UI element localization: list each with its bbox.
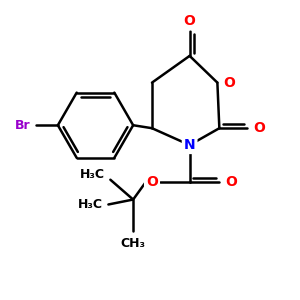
Text: H₃C: H₃C: [80, 168, 105, 181]
Text: O: O: [223, 76, 235, 90]
Text: O: O: [253, 121, 265, 135]
Text: H₃C: H₃C: [78, 198, 103, 211]
Text: O: O: [225, 175, 237, 189]
Text: O: O: [146, 175, 158, 189]
Text: CH₃: CH₃: [121, 237, 146, 250]
Text: N: N: [184, 138, 195, 152]
Text: Br: Br: [14, 119, 30, 132]
Text: O: O: [184, 14, 196, 28]
